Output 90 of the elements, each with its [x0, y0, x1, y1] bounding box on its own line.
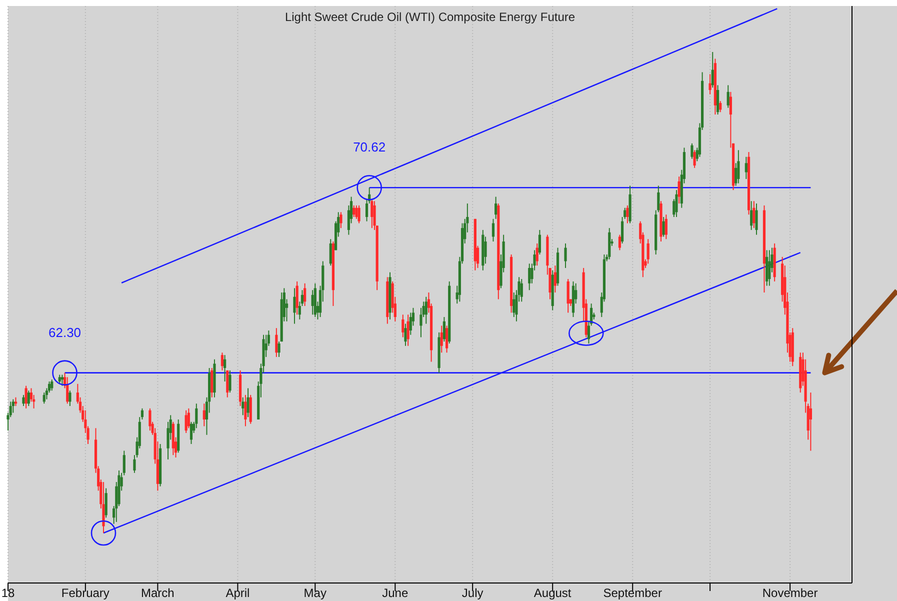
- candlestick: [752, 200, 756, 229]
- candlestick: [224, 354, 226, 382]
- candlestick: [358, 204, 360, 224]
- candlestick: [442, 316, 446, 342]
- candlestick: [744, 156, 748, 180]
- x-tick-label: September: [603, 586, 662, 600]
- candlestick: [68, 390, 72, 407]
- candlestick: [406, 314, 410, 346]
- chart-title: Light Sweet Crude Oil (WTI) Composite Energy Future: [284, 10, 576, 24]
- candlestick: [755, 203, 758, 236]
- candlestick: [184, 410, 188, 434]
- candlestick: [22, 394, 25, 407]
- candlestick: [304, 282, 306, 306]
- x-tick-label: August: [534, 586, 572, 600]
- candlestick: [693, 150, 696, 168]
- candlestick: [329, 238, 332, 266]
- candlestick: [275, 328, 278, 358]
- candlestick: [716, 84, 720, 116]
- candlestick: [58, 374, 61, 384]
- candlestick: [242, 396, 244, 416]
- candlestick: [618, 234, 622, 251]
- candlestick: [528, 263, 531, 291]
- candlestick: [293, 288, 296, 324]
- x-tick-label: 18: [1, 586, 15, 600]
- candlestick: [566, 278, 570, 314]
- x-tick-label: May: [304, 586, 326, 600]
- candlestick: [492, 218, 495, 242]
- candlestick: [340, 212, 342, 229]
- candlestick: [512, 292, 516, 318]
- candlestick: [554, 265, 556, 293]
- candlestick: [726, 84, 730, 108]
- candlestick: [296, 280, 298, 316]
- candlestick: [370, 198, 374, 229]
- candlestick: [148, 408, 152, 432]
- candlestick: [750, 200, 753, 230]
- candlestick: [60, 374, 64, 386]
- candlestick: [664, 214, 668, 240]
- candlestick: [355, 204, 358, 220]
- candlestick: [719, 100, 722, 113]
- x-tick-label: February: [61, 586, 110, 600]
- candlestick: [42, 392, 46, 404]
- candlestick: [50, 379, 54, 392]
- candlestick: [445, 325, 448, 354]
- candlestick: [675, 190, 678, 218]
- candlestick: [404, 323, 407, 346]
- x-tick-label: November: [762, 586, 818, 600]
- x-tick-label: April: [226, 586, 250, 600]
- candlestick: [536, 242, 538, 266]
- candlestick: [708, 74, 712, 95]
- candlestick: [494, 196, 498, 220]
- candlestick: [440, 325, 443, 354]
- candlestick: [484, 236, 487, 264]
- candlestick: [220, 352, 224, 371]
- candlestick: [564, 242, 567, 268]
- candlestick: [352, 204, 356, 218]
- candlestick: [210, 368, 214, 398]
- candlestick: [102, 482, 105, 534]
- candlestick: [187, 408, 190, 429]
- candlestick: [678, 176, 680, 204]
- candlestick: [278, 341, 280, 358]
- candlestick: [809, 392, 812, 452]
- candlestick: [246, 388, 250, 418]
- annotation: 70.62: [353, 140, 386, 155]
- candlestick: [27, 390, 30, 407]
- candlestick: [409, 312, 412, 336]
- candlestick: [12, 398, 14, 414]
- x-tick-label: March: [141, 586, 174, 600]
- candlestick: [195, 403, 198, 429]
- candlestick: [402, 314, 404, 338]
- candlestick: [24, 385, 28, 409]
- candlestick: [244, 394, 247, 427]
- candlestick: [538, 229, 541, 255]
- candlestick: [520, 278, 523, 302]
- candlestick: [646, 238, 650, 264]
- candlestick: [424, 296, 428, 324]
- candlestick: [311, 290, 314, 316]
- candlestick: [711, 52, 714, 88]
- candlestick: [202, 403, 206, 427]
- candlestick: [226, 370, 229, 398]
- x-tick-label: June: [382, 586, 408, 600]
- candlestick: [690, 142, 694, 160]
- candlestick: [626, 204, 629, 224]
- candlestick: [190, 421, 193, 445]
- candlestick: [228, 370, 232, 394]
- candlestick: [737, 150, 740, 184]
- candlestick: [768, 250, 771, 286]
- candlestick: [662, 216, 665, 238]
- annotation: 62.30: [48, 324, 82, 340]
- x-tick-label: July: [462, 586, 484, 600]
- candlestick: [104, 488, 108, 518]
